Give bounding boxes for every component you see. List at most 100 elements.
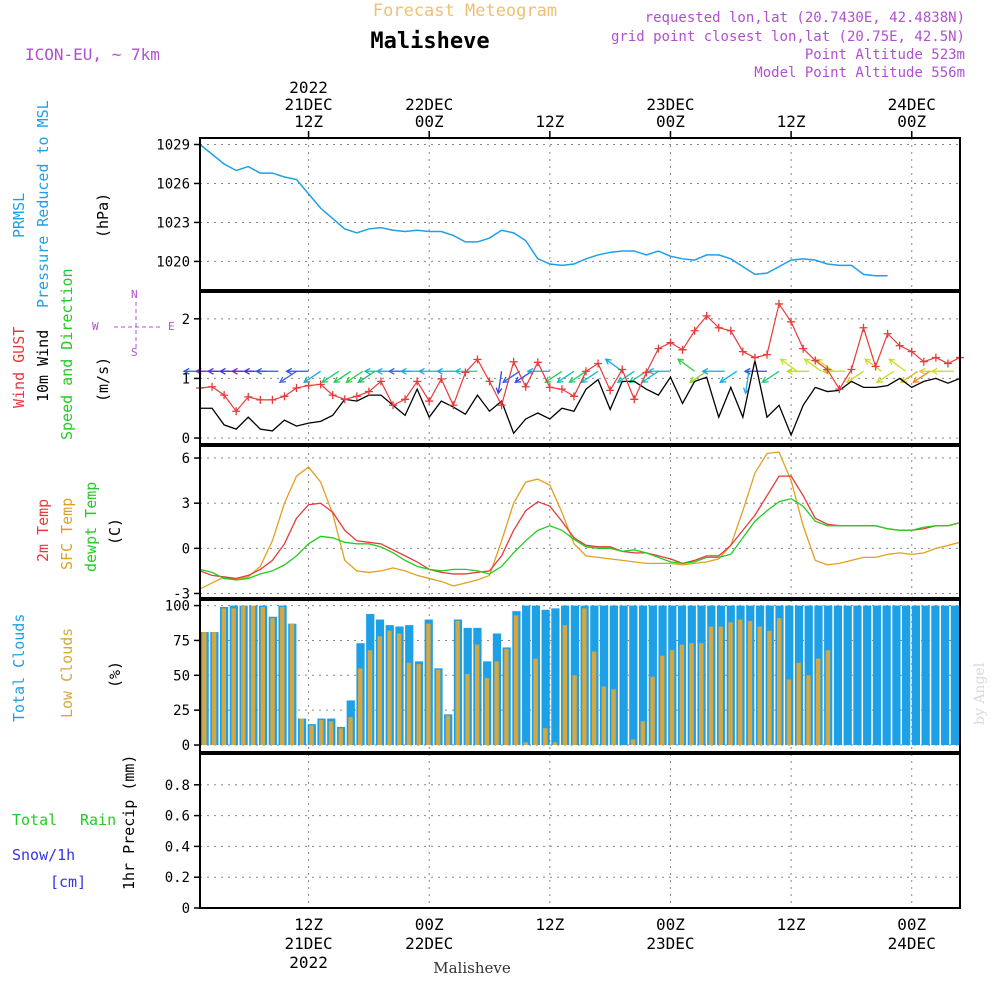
- low-cloud-bar: [309, 725, 314, 746]
- wind-gust-point: [690, 326, 699, 335]
- requested-coords: requested lon,lat (20.7430E, 42.4838N): [645, 10, 965, 26]
- wind-direction-arrow: [689, 370, 708, 383]
- ytick-label-wind: 0: [182, 431, 190, 447]
- wind-gust-point: [569, 392, 578, 401]
- low-cloud-bar: [650, 676, 655, 746]
- wind-gust-point: [497, 401, 506, 410]
- wind-gust-point: [726, 326, 735, 335]
- low-cloud-bar: [689, 643, 694, 746]
- wind-gust-point: [413, 377, 422, 386]
- total-cloud-bar: [609, 605, 618, 746]
- wind-direction-arrow: [303, 370, 321, 383]
- wind-gust-point: [232, 407, 241, 416]
- wind-arrow-head: [912, 376, 920, 384]
- wind-gust-point: [618, 365, 627, 374]
- wind-gust-point: [594, 359, 603, 368]
- wind-gust-point: [762, 350, 771, 359]
- wind-arrow-head: [556, 376, 564, 384]
- ytick-label-pressure: 1029: [156, 137, 190, 153]
- low-cloud-bar: [679, 644, 684, 746]
- total-cloud-bar: [599, 605, 609, 746]
- ytick-label-precip: 0.4: [165, 839, 190, 855]
- wind-arrow-head: [242, 367, 250, 375]
- temp-unit: (C): [106, 518, 124, 545]
- wind-gust-point: [859, 323, 868, 332]
- time-label-bottom: 12Z: [777, 915, 806, 934]
- ytick-label-temperature: 6: [182, 451, 190, 467]
- wind-direction-arrow: [641, 370, 659, 383]
- temp-dewpt-label: dewpt Temp: [82, 482, 100, 572]
- low-cloud-bar: [260, 606, 265, 746]
- wind-direction-arrow: [780, 358, 798, 372]
- wind-gust-point: [557, 385, 566, 394]
- wind-direction-arrow: [912, 370, 931, 383]
- wind-direction-arrow: [557, 370, 575, 383]
- low-cloud-bar: [299, 718, 304, 746]
- time-label-bottom: 12Z: [535, 915, 564, 934]
- chart-subtitle: Forecast Meteogram: [373, 1, 557, 21]
- wind-arrow-head: [502, 376, 510, 384]
- time-label-bottom: 2022: [289, 953, 328, 972]
- wind-direction-arrow: [744, 371, 750, 394]
- wind-arrow-head: [345, 376, 353, 384]
- pressure-unit: (hPa): [94, 193, 112, 238]
- wind-gust-point: [268, 395, 277, 404]
- precip-snow-unit: [cm]: [50, 873, 86, 891]
- low-cloud-bar: [474, 644, 480, 746]
- low-cloud-bar: [455, 620, 460, 746]
- wind-gust-point: [340, 395, 349, 404]
- wind-arrow-head: [701, 367, 709, 375]
- low-cloud-bar: [426, 623, 431, 746]
- wind-gust-point: [642, 368, 651, 377]
- ytick-label-clouds: 75: [173, 633, 190, 649]
- low-cloud-bar: [231, 608, 236, 746]
- wind-direction-arrow: [321, 370, 340, 383]
- low-cloud-bar: [445, 715, 451, 746]
- wind-gust-point: [895, 341, 904, 350]
- panel-frame-pressure: [199, 137, 961, 291]
- time-label-bottom: 21DEC: [284, 934, 332, 953]
- wind-direction-arrow: [846, 370, 864, 383]
- pressure-label-msl: Pressure Reduced to MSL: [34, 100, 52, 308]
- wind-arrow-head: [357, 376, 365, 384]
- low-cloud-bar: [523, 742, 529, 746]
- time-label-bottom: 22DEC: [405, 934, 453, 953]
- wind-gust-point: [352, 392, 361, 401]
- wind-gust-point: [437, 375, 446, 384]
- low-cloud-bar: [543, 728, 548, 746]
- wind-arrow-head: [514, 376, 522, 384]
- time-label-bottom: 00Z: [897, 915, 926, 934]
- low-cloud-bar: [280, 606, 285, 746]
- wind-arrow-head: [399, 367, 407, 375]
- wind-gust-point: [280, 392, 289, 401]
- wind-arrow-head: [230, 367, 238, 375]
- wind-gust-point: [509, 357, 518, 366]
- wind-direction-arrow: [333, 370, 352, 383]
- chart-title: Malisheve: [370, 29, 489, 54]
- total-cloud-bar: [629, 605, 638, 746]
- wind-arrow-head: [387, 367, 395, 375]
- low-cloud-bar: [815, 658, 821, 746]
- wind-direction-arrow: [762, 370, 780, 383]
- ytick-label-pressure: 1023: [156, 215, 190, 231]
- time-label-top: 12Z: [777, 112, 806, 131]
- time-label-top: 12Z: [294, 112, 323, 131]
- total-cloud-bar: [853, 605, 862, 746]
- low-cloud-bar: [601, 686, 607, 746]
- total-cloud-bar: [911, 605, 921, 746]
- wind-gust-point: [630, 395, 639, 404]
- time-label-bottom: 23DEC: [646, 934, 694, 953]
- wind-gust-point: [823, 365, 832, 374]
- low-cloud-bar: [416, 664, 421, 746]
- wind-direction-arrow: [497, 371, 503, 394]
- ytick-label-clouds: 50: [173, 668, 190, 684]
- wind-direction-arrow: [514, 370, 533, 383]
- wind-gust-point: [678, 345, 687, 354]
- wind-gust-point: [425, 397, 434, 406]
- low-cloud-bar: [699, 643, 704, 746]
- wind-arrow-head: [677, 358, 685, 365]
- precip-snow-label: Snow/1h: [12, 846, 75, 864]
- compass-n: N: [131, 288, 138, 301]
- wind-gust-point: [654, 344, 663, 353]
